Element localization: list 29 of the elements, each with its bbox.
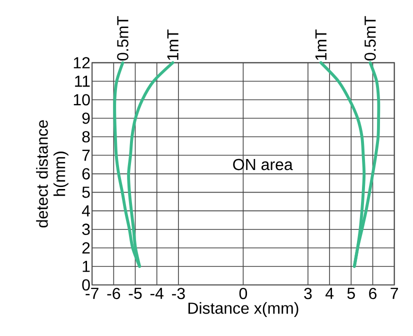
x-tick-label: 4 xyxy=(325,288,334,300)
y-tick-label: 5 xyxy=(82,186,90,198)
x-tick-label: -4 xyxy=(150,288,164,300)
y-tick-label: 12 xyxy=(74,57,90,69)
x-tick-label: 0 xyxy=(239,288,248,300)
x-axis-title: Distance x(mm) xyxy=(188,302,298,318)
x-tick-label: 6 xyxy=(369,288,376,300)
text: 1mT xyxy=(167,30,178,60)
text: 0.5mT xyxy=(364,16,376,61)
y-tick-label: 8 xyxy=(82,131,90,143)
text: 1mT xyxy=(315,30,326,60)
y-tick-label: 4 xyxy=(82,206,90,217)
x-tick-label: 7 xyxy=(390,288,398,300)
x-tick-label: -6 xyxy=(107,288,120,300)
y-tick-label: 6 xyxy=(82,168,90,180)
y-tick-label: 9 xyxy=(82,112,90,124)
text: 0.5mT xyxy=(117,16,128,61)
x-tick-label: -3 xyxy=(172,288,185,300)
x-tick-label: -7 xyxy=(86,288,98,300)
y-tick-label: 7 xyxy=(82,150,90,161)
y-tick-label: 2 xyxy=(82,242,90,254)
x-tick-label: 5 xyxy=(347,288,355,300)
x-tick-label: 3 xyxy=(304,288,312,300)
y-tick-label: 3 xyxy=(82,224,90,236)
y-tick-label: 10 xyxy=(74,94,90,106)
x-tick-label: -5 xyxy=(128,288,142,300)
y-tick-label: 1 xyxy=(82,261,90,272)
y-tick-label: 11 xyxy=(75,76,90,87)
y-axis-title: detect distance h(mm) xyxy=(36,120,68,228)
